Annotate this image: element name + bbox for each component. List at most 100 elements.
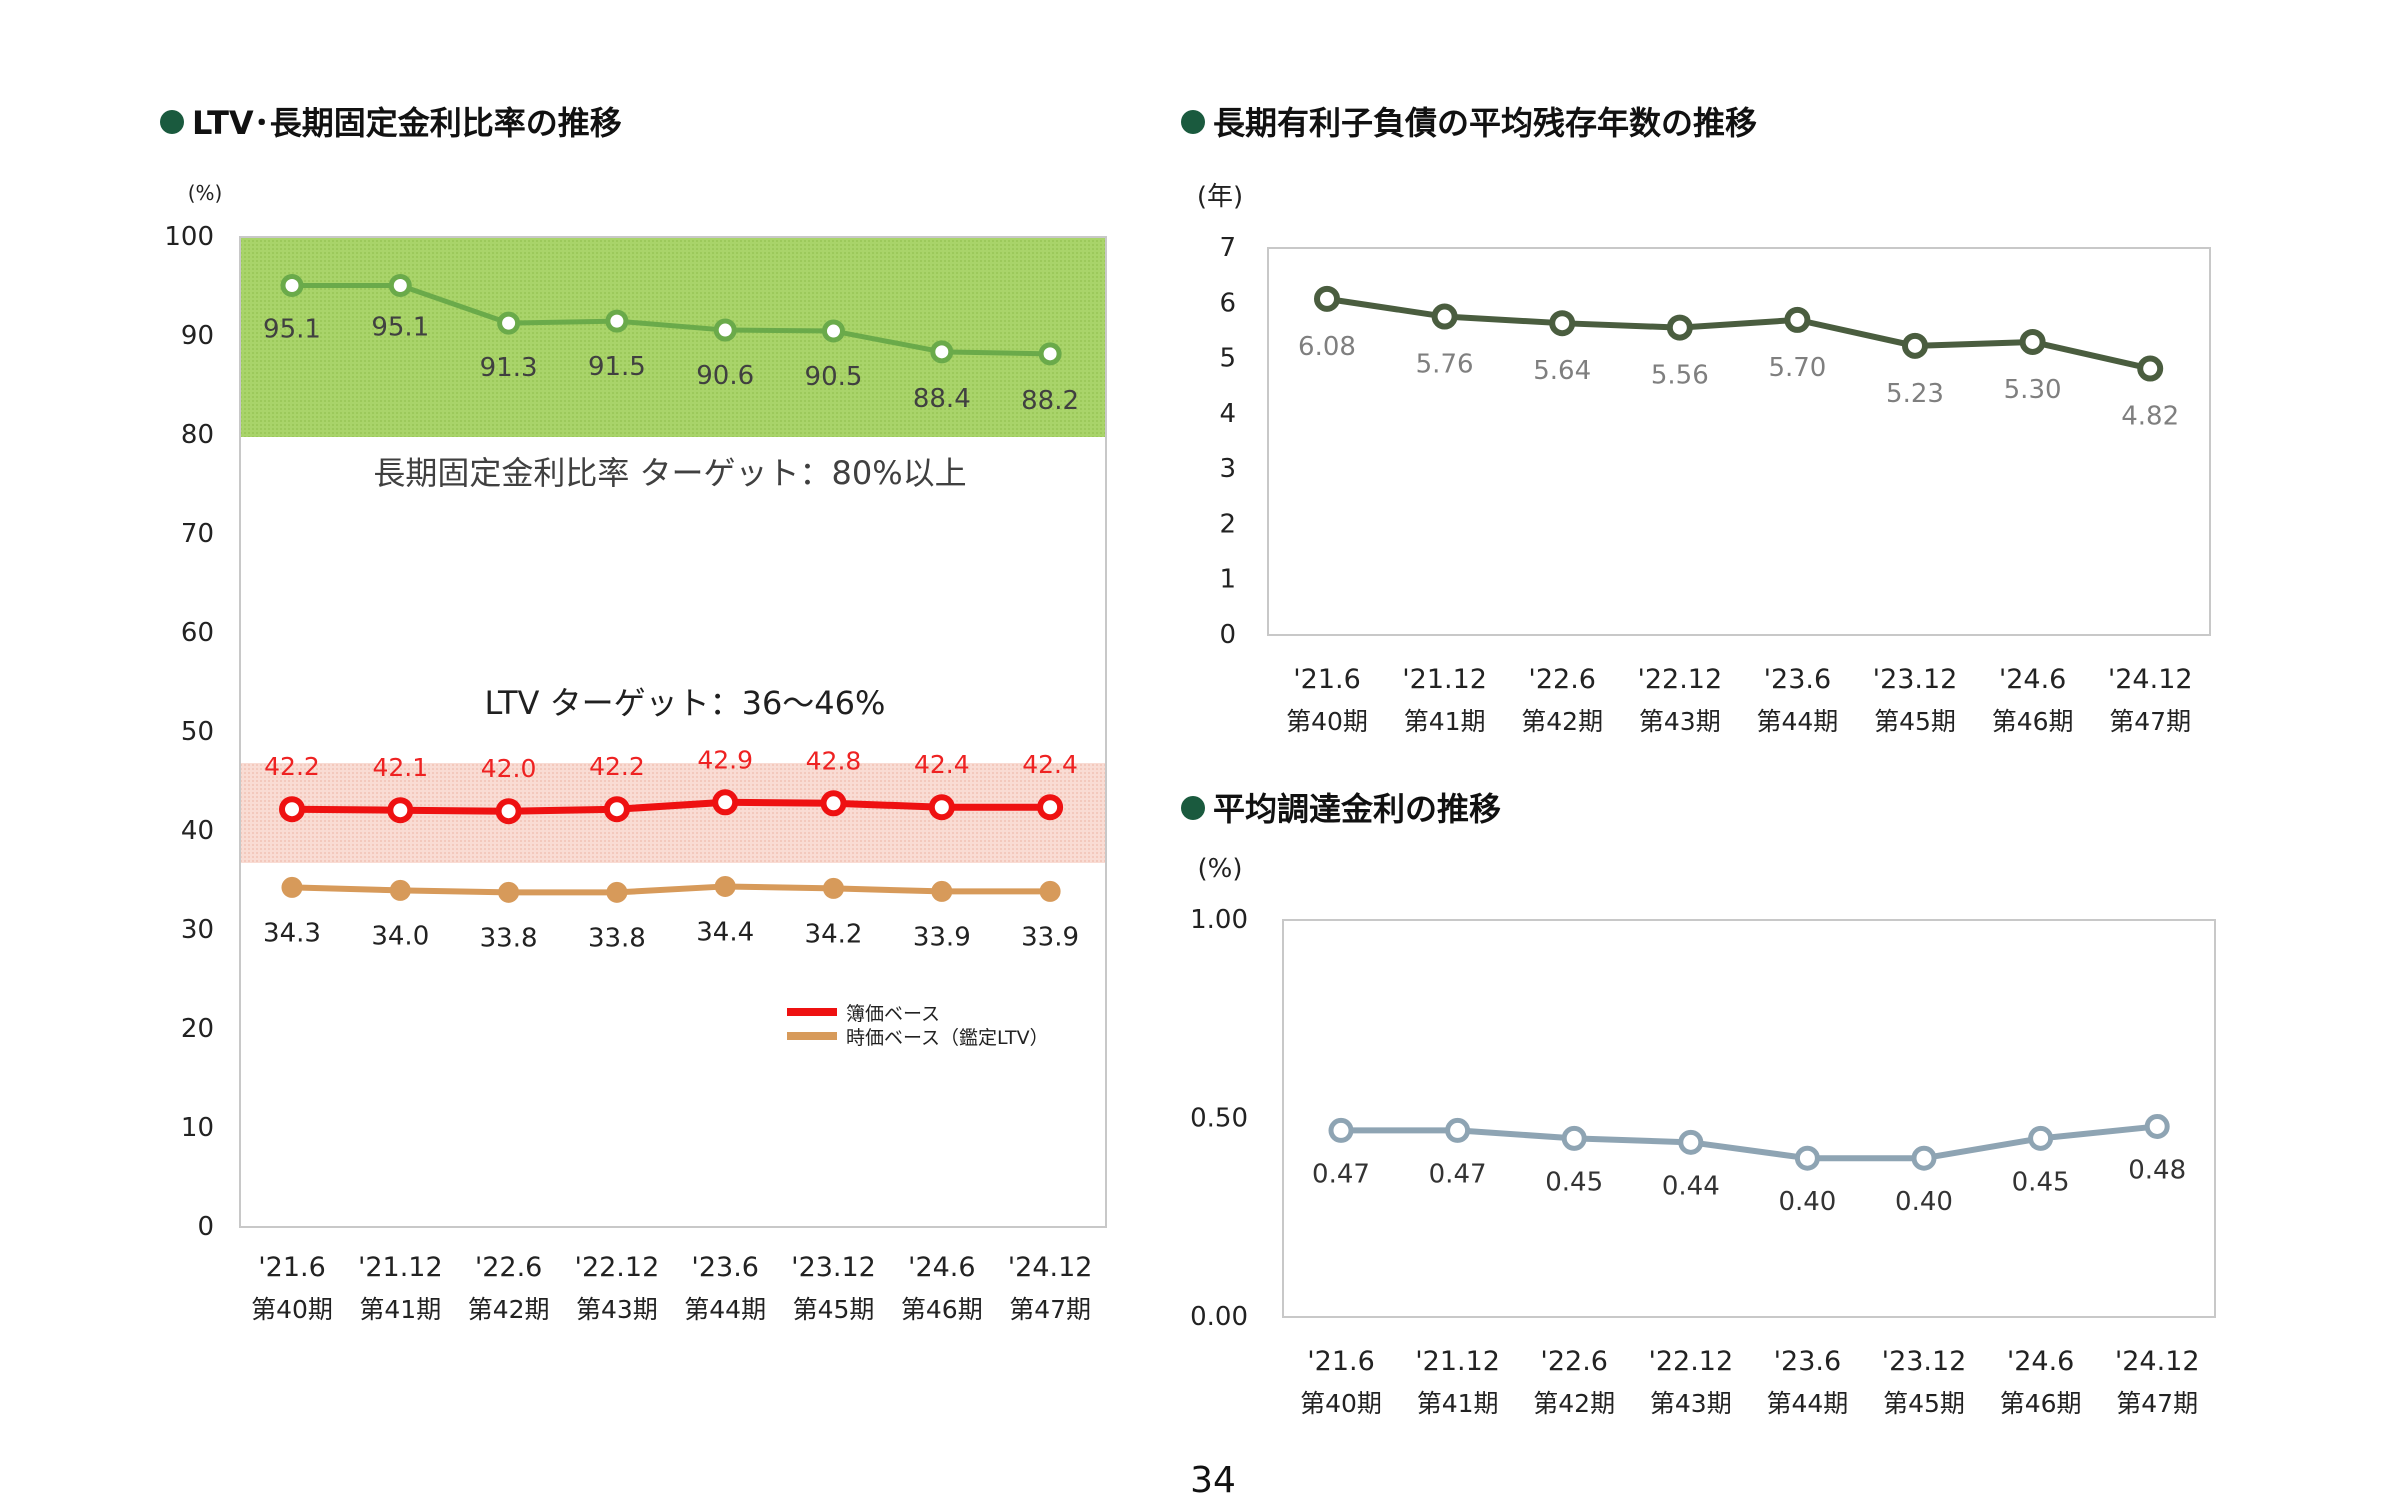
x-period-label: 第40期 bbox=[1286, 707, 1368, 736]
ltv-chart-title-text: LTV･長期固定金利比率の推移 bbox=[192, 104, 622, 142]
y-tick-label: 40 bbox=[181, 816, 214, 846]
y-tick-label: 2 bbox=[1219, 509, 1236, 539]
data-label-rate: 0.44 bbox=[1662, 1171, 1720, 1201]
data-point-book bbox=[712, 789, 739, 816]
x-period-label: 第43期 bbox=[1650, 1389, 1732, 1418]
x-period-label: 第47期 bbox=[2116, 1389, 2198, 1418]
data-label-book: 42.0 bbox=[481, 754, 537, 783]
series-line-book bbox=[291, 798, 1051, 815]
x-tick-label: '21.12 bbox=[1415, 1346, 1500, 1377]
x-period-label: 第44期 bbox=[1756, 707, 1838, 736]
x-tick-label: '22.12 bbox=[1637, 664, 1722, 695]
ltv-chart-title: LTV･長期固定金利比率の推移 bbox=[160, 104, 622, 142]
data-label-maturity: 5.23 bbox=[1886, 379, 1944, 409]
data-label-fixed: 88.4 bbox=[913, 384, 971, 414]
y-tick-label: 3 bbox=[1219, 454, 1236, 484]
data-point-rate bbox=[2028, 1125, 2054, 1151]
data-label-book: 42.1 bbox=[372, 753, 428, 782]
data-point-fixed bbox=[1038, 342, 1062, 366]
y-tick-label: 0 bbox=[197, 1212, 214, 1242]
x-tick-label: '22.12 bbox=[1648, 1346, 1733, 1377]
data-label-maturity: 5.70 bbox=[1768, 353, 1826, 383]
data-label-rate: 0.40 bbox=[1895, 1187, 1953, 1217]
y-tick-label: 1 bbox=[1219, 565, 1236, 595]
data-label-appraisal: 34.2 bbox=[805, 919, 863, 949]
x-tick-label: '21.6 bbox=[1293, 664, 1361, 695]
x-tick-label: '22.6 bbox=[1540, 1346, 1608, 1377]
data-label-appraisal: 33.8 bbox=[480, 923, 538, 953]
data-label-fixed: 90.5 bbox=[805, 362, 863, 392]
data-point-book bbox=[495, 798, 522, 825]
fixed-rate-target-label: 長期固定金利比率 ターゲット：80%以上 bbox=[373, 454, 966, 492]
data-label-maturity: 5.56 bbox=[1651, 361, 1709, 391]
data-label-appraisal: 33.9 bbox=[1021, 922, 1079, 952]
data-point-book bbox=[1037, 794, 1064, 821]
data-point-maturity bbox=[1314, 285, 1340, 312]
x-period-label: 第42期 bbox=[468, 1295, 550, 1324]
data-point-appraisal bbox=[606, 881, 628, 903]
data-point-appraisal bbox=[281, 876, 303, 898]
rate-chart-title-text: 平均調達金利の推移 bbox=[1213, 790, 1501, 828]
data-label-fixed: 91.5 bbox=[588, 352, 646, 382]
maturity-plot-frame bbox=[1267, 247, 2211, 636]
x-tick-label: '21.6 bbox=[258, 1252, 326, 1283]
x-tick-label: '22.12 bbox=[575, 1252, 660, 1283]
data-point-maturity bbox=[2137, 355, 2164, 382]
x-tick-label: '23.12 bbox=[1882, 1346, 1967, 1377]
data-point-book bbox=[387, 797, 414, 824]
rate-chart: 0.00 0.50 1.00 '21.6 第40期 '21.12 第41期 '22.6 第42期… bbox=[1190, 905, 2199, 1418]
x-tick-label: '24.12 bbox=[1008, 1252, 1093, 1283]
data-point-maturity bbox=[1431, 303, 1458, 330]
x-tick-label: '24.6 bbox=[2007, 1346, 2075, 1377]
x-tick-label: '24.6 bbox=[908, 1252, 976, 1283]
legend-label-book: 簿価ベース bbox=[846, 1003, 940, 1025]
x-period-label: 第41期 bbox=[1417, 1389, 1499, 1418]
data-label-book: 42.4 bbox=[1022, 750, 1078, 779]
x-tick-label: '23.6 bbox=[1774, 1346, 1842, 1377]
y-tick-label: 4 bbox=[1219, 399, 1236, 429]
rate-chart-title: 平均調達金利の推移 bbox=[1181, 790, 1501, 828]
data-label-rate: 0.47 bbox=[1312, 1159, 1370, 1189]
data-point-fixed bbox=[605, 309, 629, 333]
ltv-chart: 長期固定金利比率 ターゲット：80%以上 LTV ターゲット：36～46% 簿価… bbox=[164, 222, 1107, 1324]
x-tick-label: '21.12 bbox=[358, 1252, 443, 1283]
data-label-maturity: 4.82 bbox=[2121, 402, 2179, 432]
y-tick-label: 60 bbox=[181, 618, 214, 648]
data-point-fixed bbox=[930, 340, 954, 364]
maturity-y-unit: (年) bbox=[1197, 182, 1243, 212]
data-label-rate: 0.40 bbox=[1778, 1187, 1836, 1217]
series-line-fixed bbox=[292, 283, 1051, 357]
data-point-fixed bbox=[713, 318, 737, 342]
data-point-book bbox=[603, 796, 630, 823]
title-bullet-icon bbox=[160, 110, 184, 134]
y-tick-label: 30 bbox=[181, 915, 214, 945]
data-label-rate: 0.48 bbox=[2128, 1155, 2186, 1185]
y-tick-label: 7 bbox=[1219, 233, 1236, 263]
x-period-label: 第40期 bbox=[1300, 1389, 1382, 1418]
y-tick-label: 70 bbox=[181, 519, 214, 549]
x-period-label: 第47期 bbox=[2109, 707, 2191, 736]
data-point-appraisal bbox=[389, 879, 411, 901]
data-point-fixed bbox=[388, 274, 412, 298]
title-bullet-icon bbox=[1181, 110, 1205, 134]
title-bullet-icon bbox=[1181, 796, 1205, 820]
x-period-label: 第47期 bbox=[1009, 1295, 1091, 1324]
data-point-rate bbox=[2144, 1113, 2170, 1139]
maturity-chart-title-text: 長期有利子負債の平均残存年数の推移 bbox=[1213, 104, 1757, 142]
x-tick-label: '23.6 bbox=[691, 1252, 759, 1283]
data-label-maturity: 5.64 bbox=[1533, 356, 1591, 386]
y-tick-label: 50 bbox=[181, 717, 214, 747]
data-label-appraisal: 33.8 bbox=[588, 923, 646, 953]
data-label-book: 42.9 bbox=[697, 745, 753, 774]
y-tick-label: 10 bbox=[181, 1113, 214, 1143]
data-label-rate: 0.45 bbox=[1545, 1167, 1603, 1197]
x-tick-label: '24.6 bbox=[1999, 664, 2067, 695]
data-label-appraisal: 33.9 bbox=[913, 922, 971, 952]
x-period-label: 第43期 bbox=[576, 1295, 658, 1324]
x-tick-label: '23.6 bbox=[1764, 664, 1832, 695]
series-line-rate bbox=[1341, 1123, 2158, 1162]
legend-swatch-appraisal bbox=[787, 1032, 837, 1040]
data-point-maturity bbox=[2019, 328, 2046, 355]
data-point-appraisal bbox=[1039, 880, 1061, 902]
x-period-label: 第44期 bbox=[684, 1295, 766, 1324]
